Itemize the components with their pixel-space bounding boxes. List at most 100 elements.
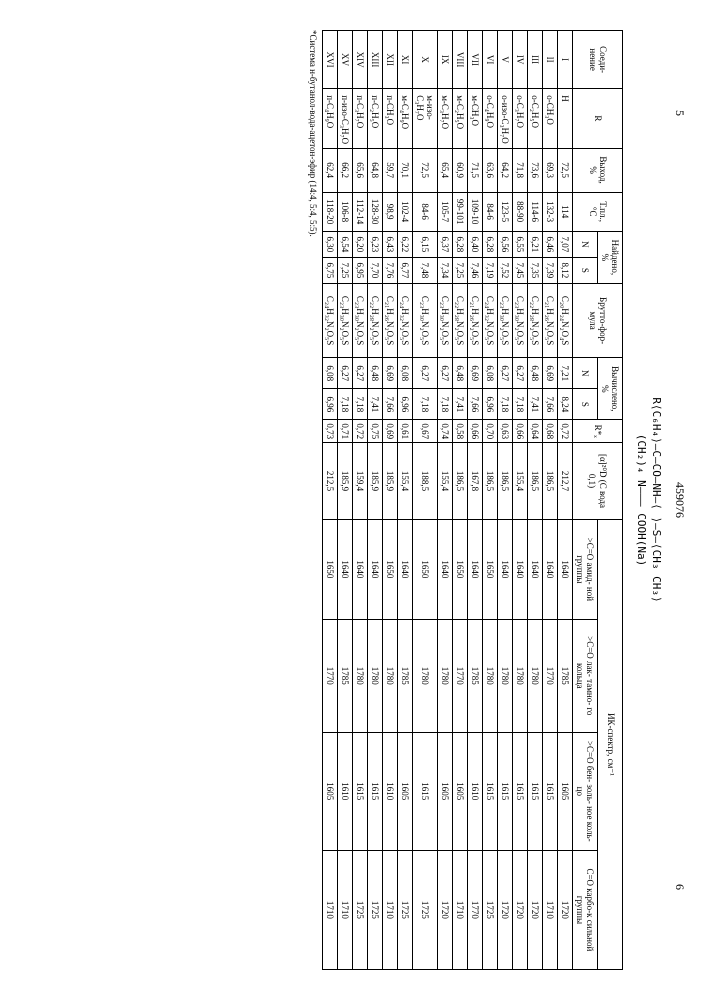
cell-fN: 6,20: [353, 231, 368, 257]
cell-rf: 0,67: [413, 420, 438, 443]
cell-mp: 112-14: [353, 192, 368, 231]
cell-cN: 6,48: [528, 358, 543, 389]
table-row: XVIп-C₄H₉O62,4118-206,306,75C₂₄H₃₂N₂O₅S6…: [323, 31, 338, 970]
cell-ir1: 1640: [558, 519, 573, 619]
cell-rf: 0,61: [398, 420, 413, 443]
cell-ir3: 1615: [353, 732, 368, 850]
cell-fS: 7,34: [438, 257, 453, 283]
cell-ir4: 1720: [513, 850, 528, 969]
cell-mp: 114: [558, 192, 573, 231]
cell-mp: 114-6: [528, 192, 543, 231]
cell-cN: 6,27: [498, 358, 513, 389]
cell-ir2: 1785: [558, 619, 573, 732]
cell-formula: C₂₄H₃₂N₂O₅S: [483, 283, 498, 357]
cell-n: XIV: [353, 31, 368, 89]
cell-ir4: 1710: [453, 850, 468, 969]
cell-cN: 6,48: [368, 358, 383, 389]
table-row: XVп-изо-C₃H₇O66,2106-86,547,25C₂₃H₃₀N₂O₅…: [338, 31, 353, 970]
cell-ir2: 1770: [543, 619, 558, 732]
cell-cS: 7,18: [513, 389, 528, 420]
cell-alpha: 155,4: [513, 443, 528, 520]
cell-ir4: 1770: [468, 850, 483, 969]
cell-mp: 123-5: [498, 192, 513, 231]
cell-fN: 6,54: [338, 231, 353, 257]
col-r: R: [573, 89, 623, 148]
cell-fS: 7,46: [468, 257, 483, 283]
cell-alpha: 212,5: [323, 443, 338, 520]
cell-fN: 6,46: [543, 231, 558, 257]
cell-R: п-CH₃O: [383, 89, 398, 148]
cell-ir4: 1720: [498, 850, 513, 969]
cell-formula: C₂₃H₃₀N₂O₅S: [338, 283, 353, 357]
cell-n: XI: [398, 31, 413, 89]
cell-ir2: 1785: [338, 619, 353, 732]
cell-ir4: 1710: [323, 850, 338, 969]
cell-yield: 64,2: [498, 148, 513, 192]
cell-formula: C₂₂H₂₈N₂O₅S: [528, 283, 543, 357]
table-row: IVо-C₃H₇O71,888-906,557,45C₂₃H₃₀N₂O₅S6,2…: [513, 31, 528, 970]
cell-fN: 7,07: [558, 231, 573, 257]
cell-ir1: 1650: [383, 519, 398, 619]
cell-n: XII: [383, 31, 398, 89]
cell-ir2: 1770: [453, 619, 468, 732]
footnote: *Система н-бутанол-вода-ацетон-эфир (14:…: [308, 30, 318, 970]
cell-fN: 6,56: [498, 231, 513, 257]
cell-rf: 0,73: [323, 420, 338, 443]
col-compound: Соеди- нение: [573, 31, 623, 89]
cell-R: п-C₂H₅O: [368, 89, 383, 148]
cell-R: м-C₂H₅O: [453, 89, 468, 148]
col-rf: R*ₓ: [573, 420, 623, 443]
cell-n: XVI: [323, 31, 338, 89]
col-calc: Вычислено, %: [598, 358, 623, 420]
cell-n: X: [413, 31, 438, 89]
cell-mp: 84-6: [483, 192, 498, 231]
cell-rf: 0,63: [498, 420, 513, 443]
cell-ir3: 1615: [513, 732, 528, 850]
cell-yield: 71,5: [468, 148, 483, 192]
cell-cS: 6,96: [483, 389, 498, 420]
cell-formula: C₂₄H₃₂N₂O₅S: [323, 283, 338, 357]
cell-ir1: 1640: [498, 519, 513, 619]
cell-formula: C₂₃H₃₀N₂O₅S: [413, 283, 438, 357]
cell-rf: 0,66: [468, 420, 483, 443]
table-row: IIIо-C₂H₅O73,6114-66,217,35C₂₂H₂₈N₂O₅S6,…: [528, 31, 543, 970]
cell-ir3: 1605: [438, 732, 453, 850]
table-row: VIIIм-C₂H₅O60,999-1016,287,25C₂₂H₂₈N₂O₅S…: [453, 31, 468, 970]
cell-cS: 7,66: [468, 389, 483, 420]
cell-formula: C₂₂H₂₈N₂O₅S: [368, 283, 383, 357]
cell-cS: 7,18: [438, 389, 453, 420]
cell-ir1: 1640: [438, 519, 453, 619]
cell-cN: 6,27: [353, 358, 368, 389]
cell-ir1: 1650: [453, 519, 468, 619]
cell-fS: 7,25: [453, 257, 468, 283]
cell-ir1: 1650: [483, 519, 498, 619]
col-ir2: >C=O лак- тамно- го кольца: [573, 619, 598, 732]
cell-mp: 84-6: [413, 192, 438, 231]
cell-fN: 6,55: [513, 231, 528, 257]
cell-ir3: 1605: [558, 732, 573, 850]
cell-ir3: 1610: [338, 732, 353, 850]
table-row: IXм-C₃H₇O65,4105-76,377,34C₂₃H₃₀N₂O₅S6,2…: [438, 31, 453, 970]
cell-ir4: 1725: [483, 850, 498, 969]
cell-ir4: 1720: [528, 850, 543, 969]
cell-yield: 70,1: [398, 148, 413, 192]
cell-alpha: 186,5: [528, 443, 543, 520]
cell-cN: 6,27: [413, 358, 438, 389]
page-header: 5 459076 6: [672, 30, 687, 970]
col-mp: Т.пл., °C: [573, 192, 623, 231]
cell-ir4: 1720: [558, 850, 573, 969]
cell-formula: C₂₃H₃₀N₂O₅S: [513, 283, 528, 357]
cell-yield: 66,2: [338, 148, 353, 192]
cell-ir1: 1640: [353, 519, 368, 619]
cell-ir3: 1615: [413, 732, 438, 850]
cell-yield: 59,7: [383, 148, 398, 192]
cell-cS: 7,18: [413, 389, 438, 420]
cell-cS: 6,96: [323, 389, 338, 420]
table-row: IIо-CH₃O69,3132-36,467,39C₂₁H₂₆N₂O₅S6,69…: [543, 31, 558, 970]
cell-ir2: 1780: [528, 619, 543, 732]
cell-yield: 72,5: [558, 148, 573, 192]
cell-formula: C₂₂H₂₈N₂O₅S: [453, 283, 468, 357]
cell-ir3: 1615: [498, 732, 513, 850]
cell-mp: 105-7: [438, 192, 453, 231]
table-row: Xм-изо-C₃H₇O72,584-66,157,48C₂₃H₃₀N₂O₅S6…: [413, 31, 438, 970]
